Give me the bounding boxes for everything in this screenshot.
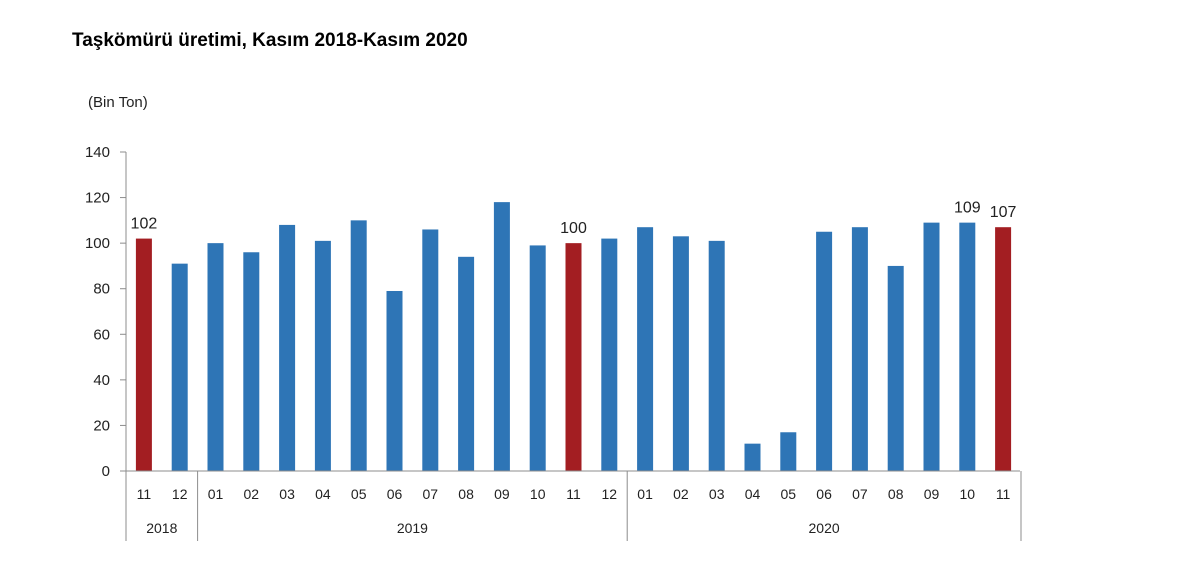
bar	[780, 432, 797, 471]
bar	[243, 252, 260, 471]
x-tick-label: 04	[315, 486, 331, 502]
x-tick-label: 02	[673, 486, 689, 502]
bar	[314, 240, 331, 471]
x-tick-label: 10	[530, 486, 546, 502]
y-tick-label: 0	[102, 463, 110, 480]
bar	[458, 256, 475, 471]
y-tick-label: 40	[93, 372, 110, 389]
y-tick-label: 60	[93, 326, 110, 343]
x-axis: 11 12 01 02 03 04 05 06 07 08 09 10 11 12 01 02 03 04 05 06…	[125, 470, 1022, 541]
y-tick-label: 140	[85, 144, 110, 161]
x-tick-label: 09	[494, 486, 510, 502]
x-tick-label: 12	[602, 486, 618, 502]
bars	[135, 202, 1012, 471]
bar	[923, 222, 940, 471]
bar	[279, 224, 296, 471]
chart-title: Taşkömürü üretimi, Kasım 2018-Kasım 2020	[72, 30, 468, 51]
bar	[350, 220, 367, 471]
x-tick-label: 05	[351, 486, 367, 502]
bar	[816, 231, 833, 471]
y-axis: 0 20 40 60 80 100 120 140	[85, 144, 127, 480]
bar	[493, 202, 510, 471]
bar	[672, 236, 689, 471]
x-tick-label: 01	[637, 486, 653, 502]
bar	[637, 227, 654, 471]
bar-highlight	[565, 243, 582, 471]
x-tick-label: 03	[709, 486, 725, 502]
x-tick-label: 02	[244, 486, 260, 502]
bar	[601, 238, 618, 471]
data-label: 100	[560, 220, 587, 237]
bar	[887, 265, 904, 471]
x-tick-label: 01	[208, 486, 224, 502]
x-tick-label: 06	[816, 486, 832, 502]
data-label: 107	[990, 204, 1017, 221]
bar	[171, 263, 188, 471]
x-tick-label: 11	[137, 486, 152, 502]
year-label: 2019	[397, 520, 428, 536]
data-label: 109	[954, 200, 981, 217]
x-tick-label: 07	[423, 486, 439, 502]
bar-highlight	[135, 238, 152, 471]
y-tick-label: 80	[93, 281, 110, 298]
bar	[851, 227, 868, 471]
x-tick-label: 03	[279, 486, 295, 502]
data-label: 102	[131, 216, 158, 233]
y-tick-label: 20	[93, 417, 110, 434]
x-tick-label: 08	[888, 486, 904, 502]
year-label: 2020	[809, 520, 840, 536]
x-tick-label: 11	[566, 486, 581, 502]
unit-label: (Bin Ton)	[88, 94, 148, 111]
bar	[207, 243, 224, 471]
year-label: 2018	[146, 520, 177, 536]
data-labels: 102 100 109 107	[131, 200, 1017, 238]
bar-highlight	[995, 227, 1012, 471]
x-tick-label: 11	[996, 486, 1011, 502]
bar	[744, 443, 761, 471]
x-tick-label: 05	[781, 486, 797, 502]
bar	[959, 222, 976, 471]
x-tick-label: 04	[745, 486, 761, 502]
x-tick-label: 06	[387, 486, 403, 502]
bar	[422, 229, 439, 471]
y-tick-label: 100	[85, 235, 110, 252]
x-tick-label: 12	[172, 486, 188, 502]
x-tick-label: 07	[852, 486, 868, 502]
x-tick-label: 10	[960, 486, 976, 502]
bar	[708, 240, 725, 471]
bar	[529, 245, 546, 471]
x-tick-label: 08	[458, 486, 474, 502]
x-tick-label: 09	[924, 486, 940, 502]
y-tick-label: 120	[85, 190, 110, 207]
bar	[386, 290, 403, 471]
